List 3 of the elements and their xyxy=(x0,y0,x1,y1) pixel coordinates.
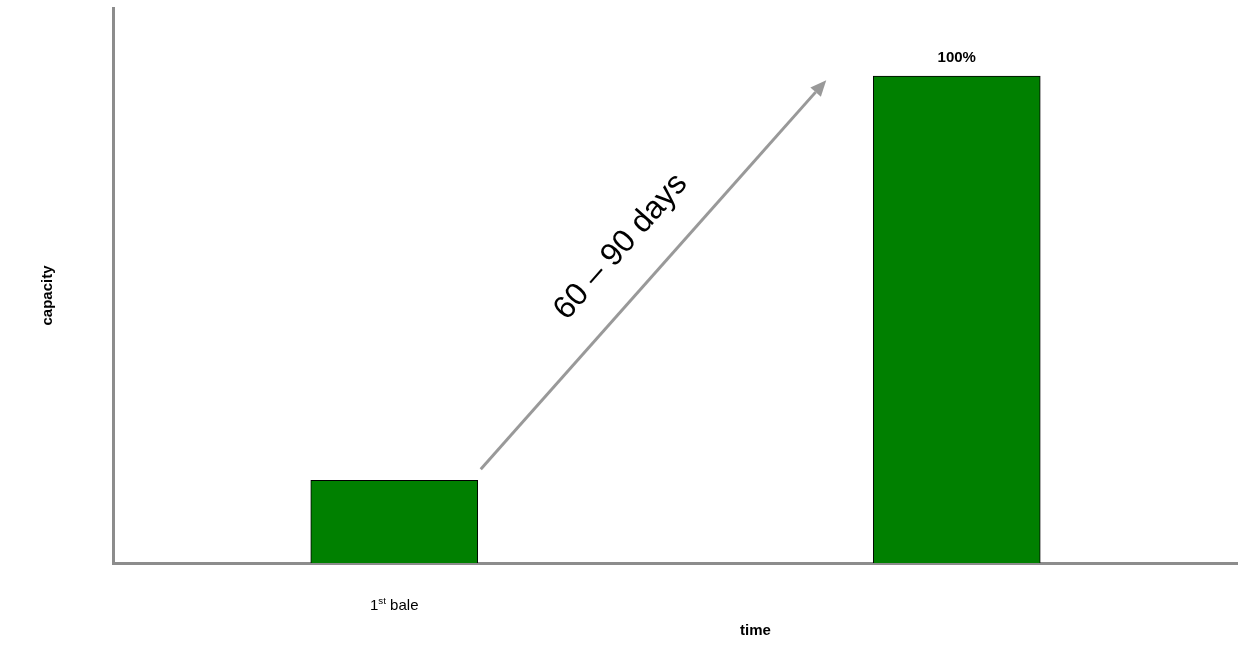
data-label: 100% xyxy=(937,48,976,66)
x-axis-title: time xyxy=(740,621,771,638)
y-axis-title: capacity xyxy=(38,264,55,326)
